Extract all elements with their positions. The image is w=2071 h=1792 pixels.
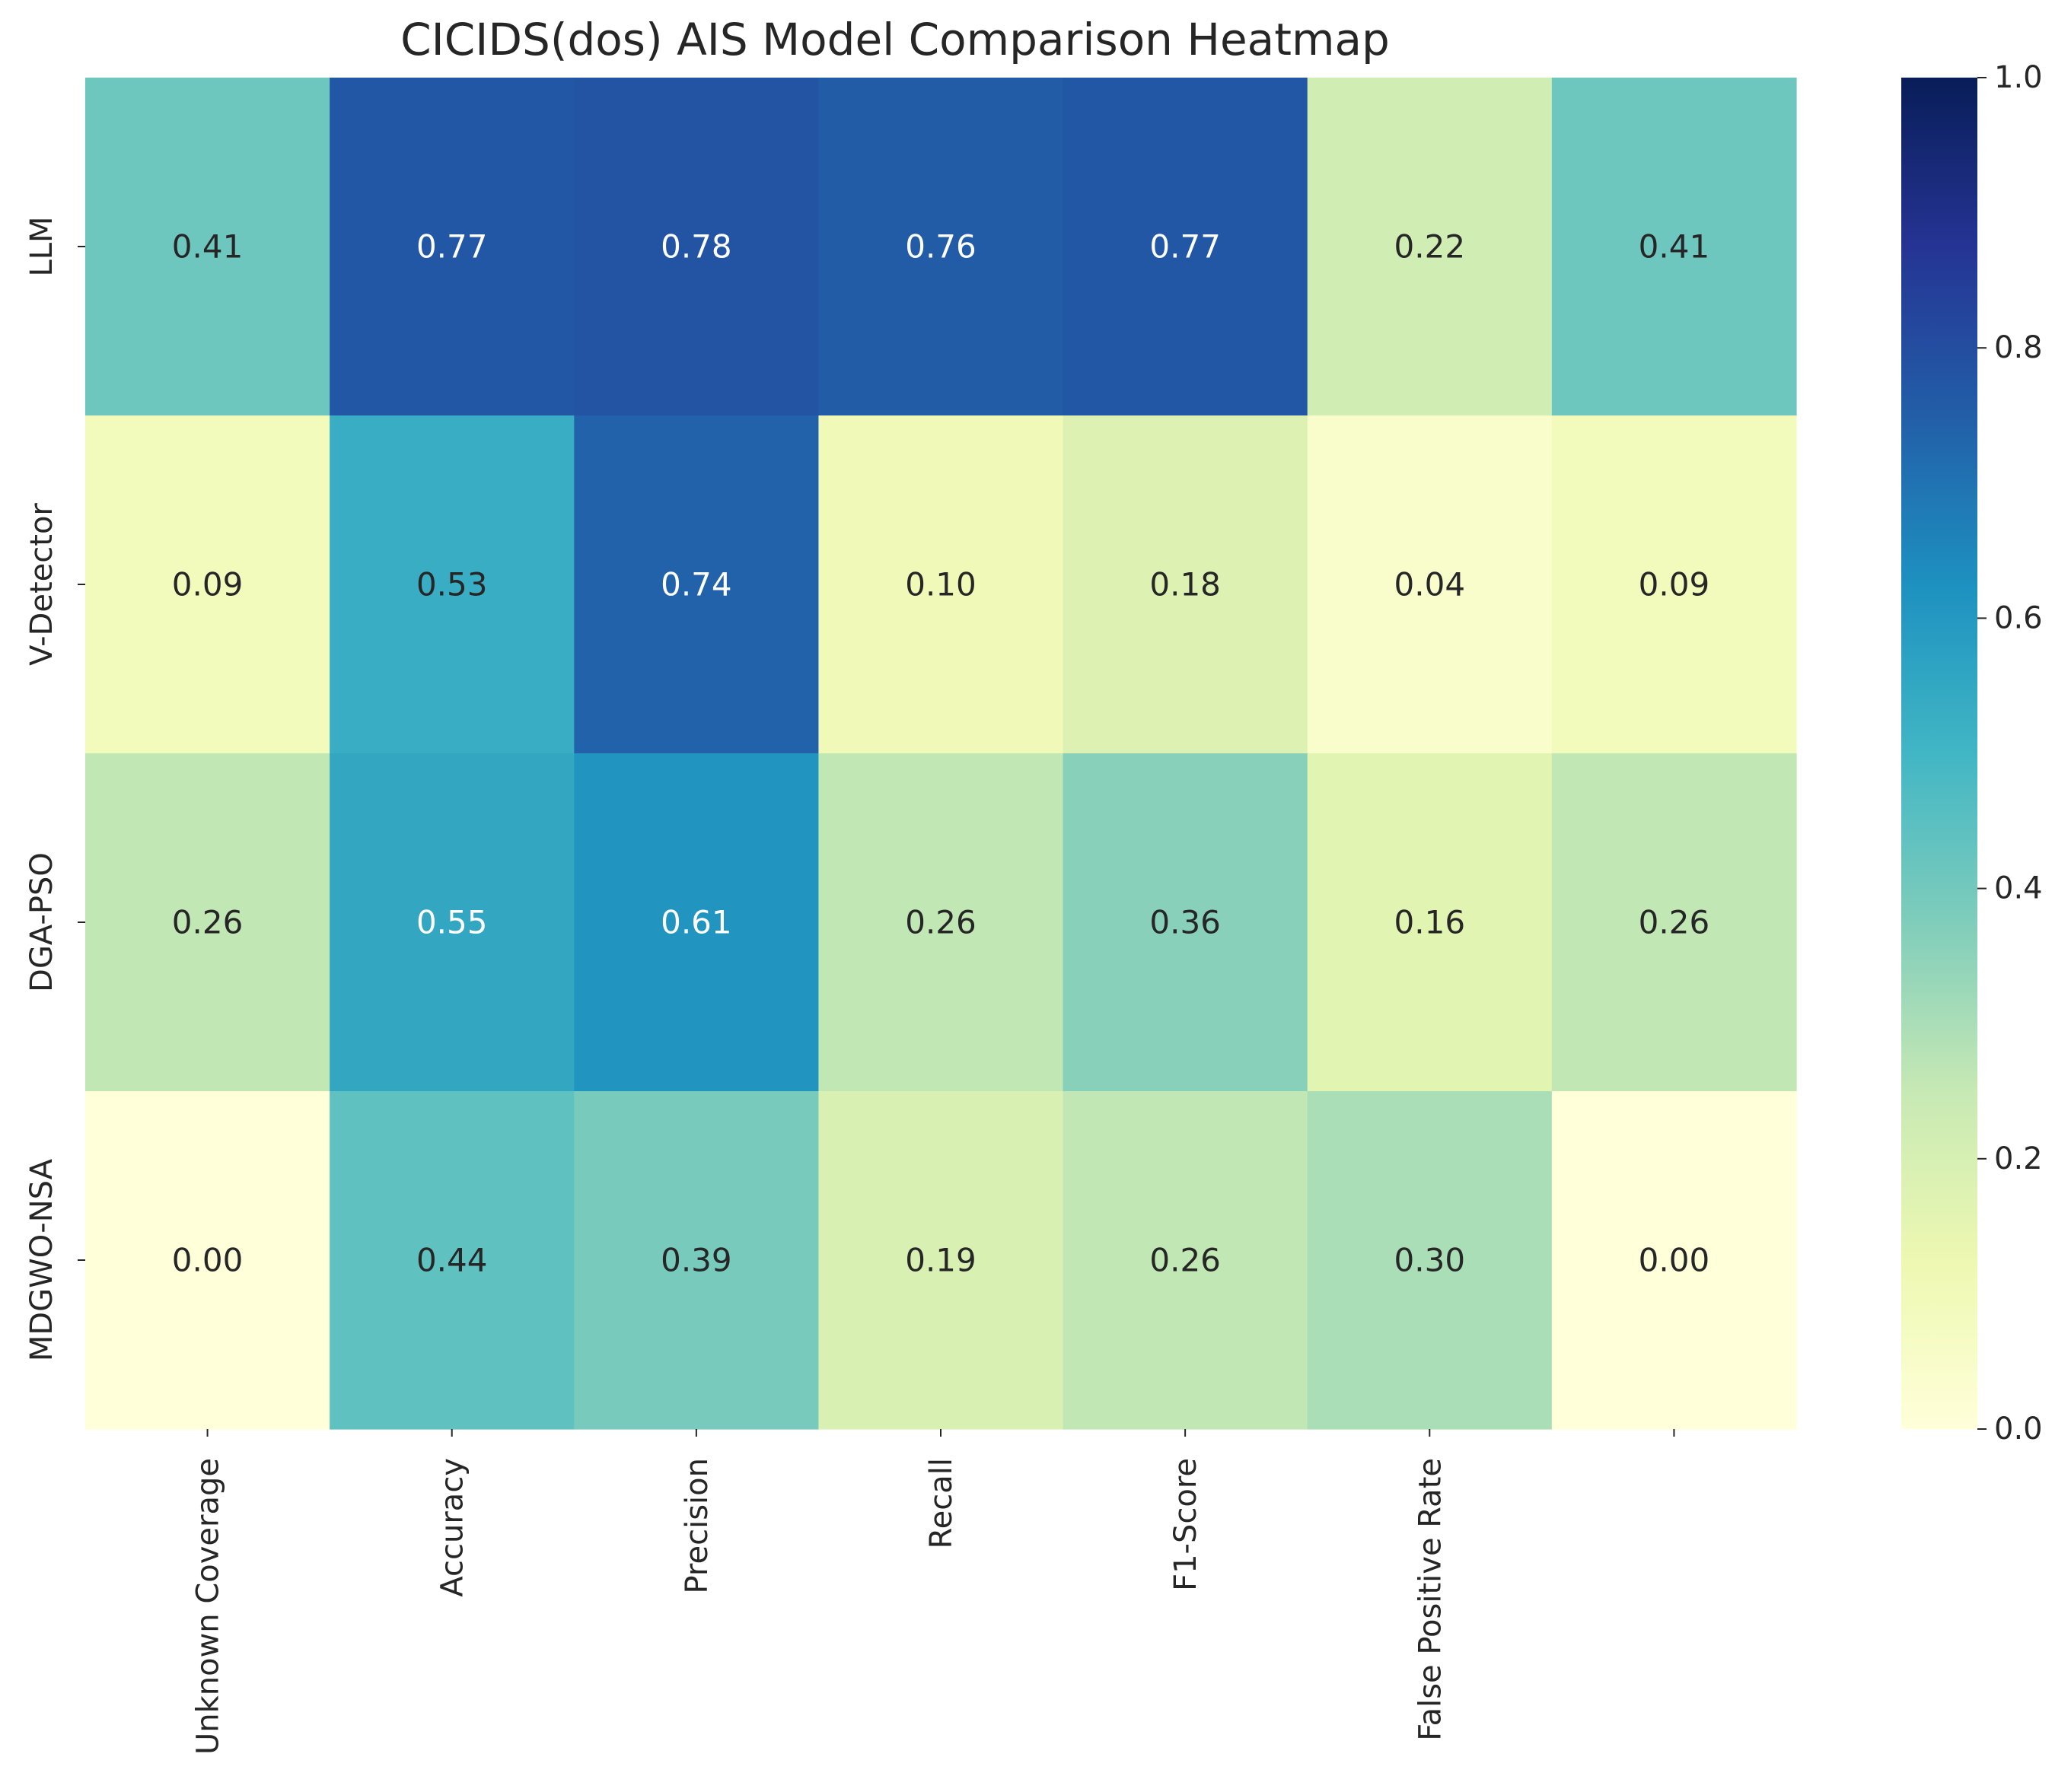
heatmap-cell	[574, 78, 820, 416]
heatmap-cell	[1551, 415, 1797, 754]
cell-value-label: 0.00	[1639, 1242, 1710, 1279]
cell-value-label: 0.09	[1639, 566, 1710, 603]
colorbar-tick-label: 0.6	[1994, 600, 2043, 635]
cell-value-label: 0.53	[416, 566, 488, 603]
cell-value-label: 0.04	[1394, 566, 1466, 603]
heatmap-cell	[85, 78, 330, 416]
cell-value-label: 0.09	[172, 566, 244, 603]
heatmap-cell	[1307, 415, 1553, 754]
heatmap-cell	[574, 415, 820, 754]
column-tick-label: Accuracy	[435, 1458, 470, 1597]
heatmap-cell	[330, 1091, 575, 1430]
row-tick-label: DGA-PSO	[24, 852, 59, 992]
heatmap-cell	[1551, 753, 1797, 1092]
heatmap-cell	[85, 415, 330, 754]
cell-value-label: 0.78	[661, 228, 732, 266]
heatmap-cell	[574, 1091, 820, 1430]
cell-value-label: 0.36	[1149, 904, 1221, 941]
chart-title: CICIDS(dos) AIS Model Comparison Heatmap	[400, 14, 1390, 65]
column-tick-label: F1-Score	[1168, 1458, 1203, 1591]
heatmap-cell	[818, 1091, 1064, 1430]
cell-value-labels: 0.41 0.77 0.78 0.76 0.77 0.22 0.41 0.09 0.53 0.74…	[172, 228, 1709, 1279]
heatmap-cell	[574, 753, 820, 1092]
heatmap-cells	[85, 78, 1797, 1430]
cell-value-label: 0.41	[1639, 228, 1710, 266]
colorbar-tick-label: 0.8	[1994, 330, 2043, 365]
row-tick-label: LLM	[24, 216, 59, 276]
heatmap-cell	[1307, 1091, 1553, 1430]
cell-value-label: 0.18	[1149, 566, 1221, 603]
heatmap-cell	[1063, 753, 1308, 1092]
cell-value-label: 0.61	[661, 904, 732, 941]
colorbar: 0.0 0.2 0.4 0.6 0.8 1.0	[1901, 60, 2043, 1447]
cell-value-label: 0.74	[661, 566, 732, 603]
heatmap-cell	[85, 753, 330, 1092]
cell-value-label: 0.77	[416, 228, 488, 266]
row-tick-label: MDGWO-NSA	[24, 1158, 59, 1361]
heatmap-cell	[330, 753, 575, 1092]
heatmap-cell	[818, 415, 1064, 754]
row-axis: LLM V-Detector DGA-PSO MDGWO-NSA	[24, 216, 85, 1361]
heatmap-cell	[85, 1091, 330, 1430]
cell-value-label: 0.26	[1639, 904, 1710, 941]
cell-value-label: 0.44	[416, 1242, 488, 1279]
heatmap-cell	[818, 78, 1064, 416]
column-tick-label: Precision	[680, 1458, 715, 1593]
colorbar-tick-label: 0.2	[1994, 1141, 2043, 1176]
colorbar-tick-label: 1.0	[1994, 60, 2043, 95]
heatmap-cell	[1551, 1091, 1797, 1430]
colorbar-tick-label: 0.4	[1994, 871, 2043, 906]
heatmap-cell	[330, 415, 575, 754]
cell-value-label: 0.10	[905, 566, 977, 603]
heatmap-cell	[1063, 1091, 1308, 1430]
cell-value-label: 0.00	[172, 1242, 244, 1279]
heatmap-cell	[1307, 78, 1553, 416]
column-tick-label: False Positive Rate	[1413, 1458, 1448, 1741]
heatmap-cell	[330, 78, 575, 416]
heatmap-cell	[1063, 78, 1308, 416]
column-axis: Unknown Coverage Accuracy Precision Recall F…	[191, 1429, 1675, 1755]
heatmap-cell	[1063, 415, 1308, 754]
heatmap-cell	[1307, 753, 1553, 1092]
cell-value-label: 0.16	[1394, 904, 1466, 941]
row-tick-label: V-Detector	[24, 503, 59, 666]
cell-value-label: 0.19	[905, 1242, 977, 1279]
cell-value-label: 0.39	[661, 1242, 732, 1279]
cell-value-label: 0.76	[905, 228, 977, 266]
cell-value-label: 0.77	[1149, 228, 1221, 266]
cell-value-label: 0.55	[416, 904, 488, 941]
colorbar-gradient	[1901, 78, 1977, 1429]
cell-value-label: 0.26	[1149, 1242, 1221, 1279]
cell-value-label: 0.26	[905, 904, 977, 941]
cell-value-label: 0.41	[172, 228, 244, 266]
heatmap-cell	[818, 753, 1064, 1092]
column-tick-label: Recall	[924, 1458, 959, 1549]
cell-value-label: 0.22	[1394, 228, 1466, 266]
colorbar-tick-label: 0.0	[1994, 1412, 2043, 1447]
cell-value-label: 0.26	[172, 904, 244, 941]
cell-value-label: 0.30	[1394, 1242, 1466, 1279]
heatmap-cell	[1551, 78, 1797, 416]
column-tick-label: Unknown Coverage	[191, 1458, 226, 1755]
